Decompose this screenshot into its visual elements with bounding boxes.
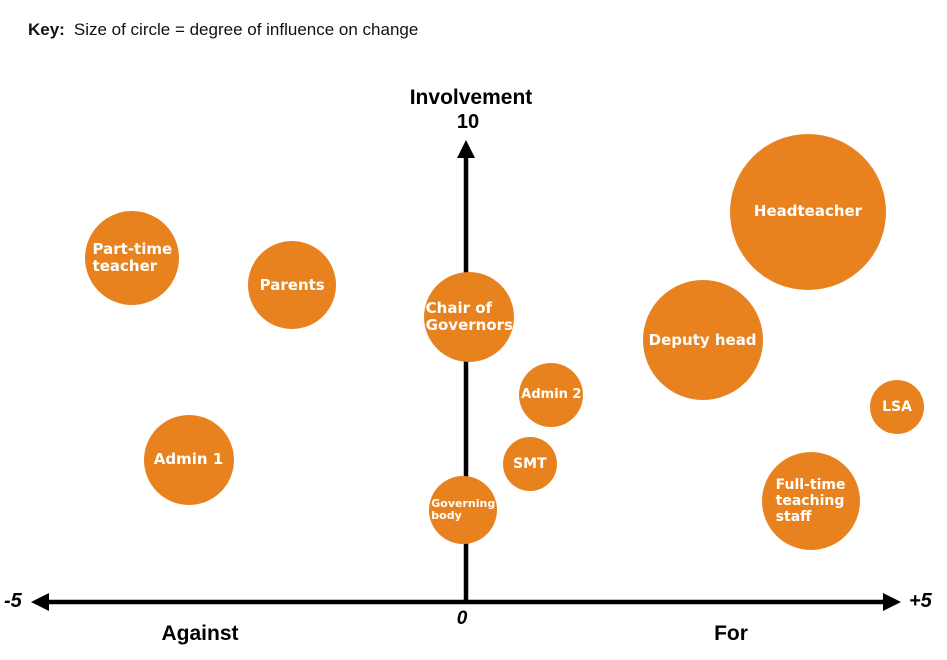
bubble-admin-2: Admin 2 xyxy=(519,363,584,428)
bubble-admin-1: Admin 1 xyxy=(143,414,234,505)
bubble-smt: SMT xyxy=(502,437,557,492)
bubble-label: Full-time teaching staff xyxy=(775,476,846,526)
x-axis-left-arrowhead-icon xyxy=(31,593,49,611)
bubble-full-time-teaching-staff: Full-time teaching staff xyxy=(761,452,860,551)
y-axis-max-label: 10 xyxy=(456,111,480,133)
bubble-part-time-teacher: Part-time teacher xyxy=(85,210,180,305)
bubble-label: SMT xyxy=(513,456,547,473)
bubble-lsa: LSA xyxy=(870,379,924,434)
bubble-label: Governing body xyxy=(431,496,496,523)
bubble-label: Parents xyxy=(259,275,325,294)
x-axis-right-title: For xyxy=(714,622,748,645)
bubble-label: LSA xyxy=(882,398,912,415)
bubble-deputy-head: Deputy head xyxy=(642,280,763,401)
bubble-label: Admin 1 xyxy=(153,450,224,469)
x-axis-min-label: -5 xyxy=(4,590,22,612)
x-axis-left-title: Against xyxy=(161,622,239,645)
x-axis-max-label: +5 xyxy=(909,590,932,612)
bubble-label: Chair of Governors xyxy=(425,299,513,335)
y-axis-arrowhead-icon xyxy=(457,140,475,158)
bubble-governing-body: Governing body xyxy=(429,476,498,545)
bubble-label: Deputy head xyxy=(648,330,757,349)
origin-label: 0 xyxy=(456,608,468,629)
bubble-label: Part-time teacher xyxy=(92,239,173,275)
bubble-chair-of-governors: Chair of Governors xyxy=(424,272,515,363)
chart-key: Key: Size of circle = degree of influence… xyxy=(28,20,418,40)
key-label: Key: xyxy=(28,20,65,39)
bubble-parents: Parents xyxy=(248,241,337,330)
x-axis-right-arrowhead-icon xyxy=(883,593,901,611)
y-axis-title: Involvement xyxy=(409,86,533,109)
bubble-label: Admin 2 xyxy=(521,386,582,402)
bubble-headteacher: Headteacher xyxy=(730,133,886,290)
bubble-label: Headteacher xyxy=(753,202,863,221)
key-text: Size of circle = degree of influence on … xyxy=(73,20,419,39)
